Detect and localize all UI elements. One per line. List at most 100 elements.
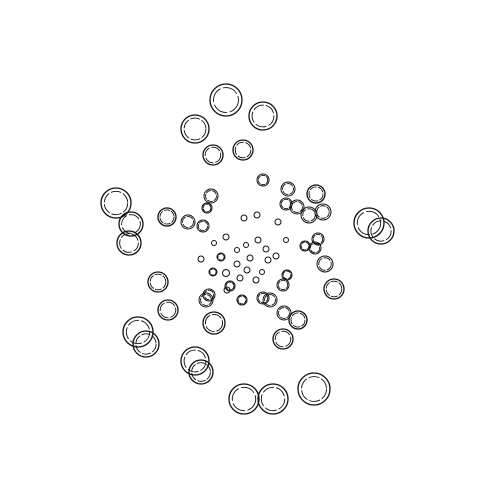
ring-inner-circle (103, 190, 129, 216)
ring-outer-circle (203, 188, 219, 204)
ring (262, 292, 278, 308)
ring-inner-circle (290, 312, 306, 328)
ring-outer-circle (246, 254, 254, 262)
ring-outer-circle (256, 291, 270, 305)
ring-outer-circle (248, 101, 278, 131)
ring-inner-circle (282, 183, 294, 195)
ring-outer-circle (274, 218, 282, 226)
ring (276, 278, 290, 292)
ring (211, 240, 217, 246)
ring-inner-circle (183, 117, 207, 141)
ring-inner-circle (318, 257, 332, 271)
ring-inner-circle (302, 208, 316, 222)
ring-outer-circle (281, 269, 293, 281)
ring (100, 187, 132, 219)
ring-inner-circle (316, 205, 330, 219)
ring-inner-circle (204, 146, 222, 164)
ring (198, 292, 214, 308)
ring-outer-circle (180, 346, 210, 376)
ring (236, 274, 244, 282)
ring-inner-circle (325, 280, 343, 298)
ring-inner-circle (300, 241, 310, 251)
ring-outer-circle (259, 269, 265, 275)
ring-outer-circle (198, 292, 214, 308)
ring-outer-circle (276, 305, 292, 321)
ring-inner-circle (234, 141, 252, 159)
ring (223, 286, 231, 294)
ring (299, 240, 311, 252)
ring (116, 230, 142, 256)
ring-inner-circle (209, 268, 217, 276)
ring (300, 206, 318, 224)
ring-outer-circle (232, 139, 254, 161)
ring (248, 101, 278, 131)
ring-inner-circle (280, 198, 292, 210)
ring-outer-circle (132, 330, 160, 358)
ring-outer-circle (264, 256, 272, 264)
ring (323, 278, 345, 300)
ring-inner-circle (149, 273, 167, 291)
ring (202, 144, 224, 166)
ring (281, 269, 293, 281)
ring-outer-circle (209, 83, 243, 117)
ring-outer-circle (157, 299, 179, 321)
ring (264, 256, 272, 264)
ring-outer-circle (288, 310, 308, 330)
ring (297, 372, 331, 406)
ring (209, 83, 243, 117)
ring (280, 181, 296, 197)
ring (228, 383, 260, 415)
ring-outer-circle (234, 247, 240, 253)
ring-inner-circle (274, 330, 292, 348)
ring-inner-circle (277, 279, 289, 291)
ring-outer-circle (256, 173, 270, 187)
ring-outer-circle (254, 236, 262, 244)
ring (306, 184, 326, 204)
ring-outer-circle (353, 207, 385, 239)
ring (274, 218, 282, 226)
ring-inner-circle (135, 333, 157, 355)
ring (180, 114, 210, 144)
ring-outer-circle (180, 214, 196, 230)
ring (222, 233, 230, 241)
ring (232, 139, 254, 161)
ring (240, 214, 248, 222)
ring-inner-circle (251, 104, 275, 128)
ring-outer-circle (222, 233, 230, 241)
ring (147, 271, 169, 293)
ring-outer-circle (299, 240, 311, 252)
ring-outer-circle (262, 292, 278, 308)
ring-outer-circle (300, 206, 318, 224)
ring-outer-circle (100, 187, 132, 219)
ring-inner-circle (202, 203, 212, 213)
ring-outer-circle (216, 252, 226, 262)
ring-outer-circle (180, 114, 210, 144)
ring-outer-circle (323, 278, 345, 300)
ring (311, 232, 325, 246)
ring-outer-circle (211, 240, 217, 246)
ring-inner-circle (301, 376, 327, 402)
ring-outer-circle (306, 184, 326, 204)
ring-outer-circle (272, 328, 294, 350)
ring-outer-circle (233, 260, 241, 268)
ring (188, 359, 214, 385)
ring-outer-circle (236, 274, 244, 282)
ring-inner-circle (260, 386, 286, 412)
ring (208, 267, 218, 277)
ring (201, 202, 213, 214)
ring-outer-circle (253, 211, 261, 219)
ring-outer-circle (308, 241, 322, 255)
ring-inner-circle (159, 301, 177, 319)
ring-outer-circle (243, 266, 251, 274)
ring (216, 252, 226, 262)
ring-inner-circle (370, 220, 392, 242)
ring-outer-circle (257, 383, 289, 415)
ring-inner-circle (121, 214, 141, 234)
ring-outer-circle (118, 211, 144, 237)
ring (314, 203, 332, 221)
ring-outer-circle (116, 230, 142, 256)
ring (257, 383, 289, 415)
ring-inner-circle (308, 186, 324, 202)
ring-inner-circle (200, 294, 212, 306)
ring-outer-circle (272, 252, 280, 260)
